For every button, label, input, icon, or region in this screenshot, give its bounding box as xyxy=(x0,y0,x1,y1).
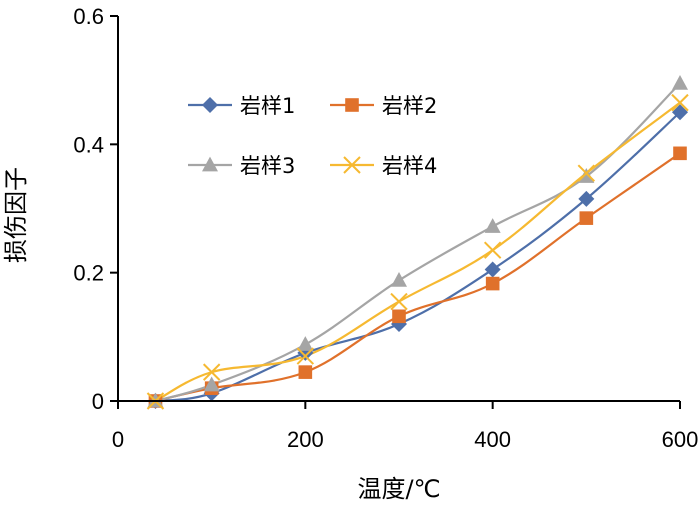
y-tick-label: 0.6 xyxy=(73,4,104,29)
data-point xyxy=(672,74,688,90)
data-point xyxy=(578,168,595,183)
x-tick-label: 0 xyxy=(112,427,124,452)
legend-label: 岩样1 xyxy=(240,94,295,118)
legend-entry: 岩样2 xyxy=(330,94,437,118)
series-line xyxy=(154,101,681,402)
data-point xyxy=(391,271,407,287)
series-2 xyxy=(155,152,681,403)
series-1 xyxy=(155,111,681,403)
series-line xyxy=(155,82,681,403)
data-point xyxy=(579,211,594,225)
x-marker-stroke xyxy=(343,156,361,174)
x-tick-label: 200 xyxy=(287,427,324,452)
data-point xyxy=(483,241,502,259)
data-point xyxy=(296,347,315,365)
data-point xyxy=(297,336,314,351)
series-4 xyxy=(154,101,681,402)
x-marker-stroke xyxy=(483,241,502,259)
series-1-points xyxy=(147,104,688,409)
data-point xyxy=(484,218,501,233)
legend-marker xyxy=(343,156,361,174)
data-point xyxy=(390,292,408,311)
legend-label: 岩样4 xyxy=(382,154,437,178)
data-point xyxy=(202,363,221,381)
data-point xyxy=(578,190,595,207)
legend-entry: 岩样4 xyxy=(330,154,437,178)
legend: 岩样1 岩样2 岩样3 岩样4 xyxy=(188,94,437,178)
y-tick-label: 0.4 xyxy=(73,132,104,157)
legend-entry: 岩样3 xyxy=(188,154,295,178)
data-point xyxy=(485,276,500,291)
x-marker-stroke xyxy=(202,363,221,381)
data-point xyxy=(203,376,220,392)
legend-marker xyxy=(345,98,359,112)
y-axis-title: 损伤因子 xyxy=(2,167,30,263)
data-point xyxy=(673,146,687,161)
legend-label: 岩样3 xyxy=(240,154,295,178)
data-point xyxy=(484,261,501,278)
legend-marker xyxy=(202,156,218,172)
series-line xyxy=(155,152,681,403)
series-4-points xyxy=(146,93,689,410)
legend-label: 岩样2 xyxy=(382,94,437,118)
data-point xyxy=(577,164,596,182)
x-axis-title: 温度/℃ xyxy=(357,475,440,503)
x-marker-stroke xyxy=(671,93,689,112)
series-line xyxy=(155,111,681,403)
x-marker-stroke xyxy=(296,347,315,365)
data-point xyxy=(392,309,406,324)
legend-marker xyxy=(202,97,218,113)
y-tick-label: 0.2 xyxy=(73,261,104,286)
x-tick-label: 400 xyxy=(474,427,511,452)
series-3-points xyxy=(147,74,688,408)
y-tick-label: 0 xyxy=(92,389,104,414)
data-point xyxy=(298,365,313,379)
series-layer xyxy=(146,74,689,410)
ticks-layer: 0 0.2 0.4 0.6 0 200 400 600 xyxy=(73,4,698,452)
x-tick-label: 600 xyxy=(662,427,699,452)
x-marker-stroke xyxy=(390,292,408,311)
data-point xyxy=(671,93,689,112)
x-marker-stroke xyxy=(577,164,596,182)
legend-entry: 岩样1 xyxy=(188,94,295,118)
series-3 xyxy=(155,82,681,403)
data-point xyxy=(672,104,688,121)
